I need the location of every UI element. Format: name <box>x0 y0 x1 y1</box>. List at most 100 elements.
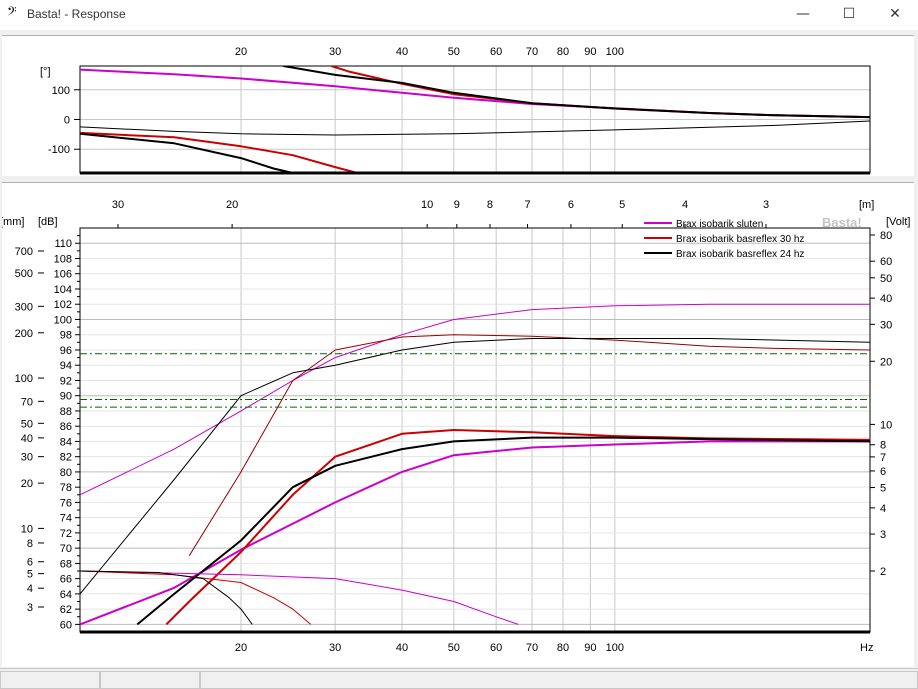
status-cell <box>100 671 200 689</box>
minimize-button[interactable]: — <box>796 6 810 22</box>
meter-tick-label: 8 <box>487 199 493 211</box>
volt-axis-label: [Volt] <box>886 216 910 228</box>
response-curve <box>80 570 519 625</box>
phase-x-tick-label: 90 <box>584 46 596 58</box>
volt-tick-label: 7 <box>880 452 886 464</box>
db-tick-label: 70 <box>60 543 72 555</box>
window-title: Basta! - Response <box>27 7 126 21</box>
db-tick-label: 78 <box>60 482 72 494</box>
phase-panel: 20 30 40 50 60 70 80 90 100 100 0 -100 [°] <box>2 35 914 176</box>
db-tick-label: 66 <box>60 574 72 586</box>
response-x-tick-label: 100 <box>606 642 624 654</box>
phase-x-tick-label: 30 <box>329 46 341 58</box>
bass-clef-icon: 𝄢 <box>7 4 17 22</box>
db-tick-label: 94 <box>60 360 72 372</box>
mm-tick-label: 6 <box>27 557 33 569</box>
phase-y-tick-label: 100 <box>52 85 70 97</box>
volt-tick-label: 40 <box>880 293 892 305</box>
db-tick-label: 60 <box>60 619 72 631</box>
db-tick-label: 106 <box>54 269 72 281</box>
meter-tick-label: 3 <box>763 199 769 211</box>
status-cell <box>200 671 918 689</box>
volt-tick-label: 60 <box>880 256 892 268</box>
legend-entry: Brax isobarik basreflex 30 hz <box>676 234 804 245</box>
phase-x-tick-label: 70 <box>526 46 538 58</box>
mm-tick-label: 70 <box>21 396 33 408</box>
close-button[interactable]: ✕ <box>889 6 901 22</box>
phase-y-tick-label: 0 <box>64 115 70 127</box>
mm-tick-label: 8 <box>27 538 33 550</box>
db-tick-label: 76 <box>60 497 72 509</box>
response-x-tick-label: 40 <box>396 642 408 654</box>
response-x-unit: Hz <box>860 642 873 654</box>
phase-curve <box>283 66 870 119</box>
db-tick-label: 102 <box>54 299 72 311</box>
mm-tick-label: 30 <box>21 452 33 464</box>
phase-curve <box>80 132 294 173</box>
mm-tick-label: 10 <box>21 523 33 535</box>
phase-x-tick-label: 40 <box>396 46 408 58</box>
volt-tick-label: 2 <box>880 566 886 578</box>
response-curve <box>80 570 312 625</box>
response-chart: 20 30 40 50 60 70 80 90 100 Hz1101081061041021009… <box>2 199 910 654</box>
mm-tick-label: 500 <box>15 268 33 280</box>
response-curve <box>80 570 253 625</box>
response-curve <box>188 334 870 557</box>
mm-tick-label: 4 <box>27 583 33 595</box>
phase-curve <box>331 66 870 119</box>
response-x-tick-label: 60 <box>490 642 502 654</box>
mm-axis-label: [mm] <box>2 216 24 228</box>
maximize-button[interactable]: ☐ <box>842 6 856 22</box>
legend-entry: Brax isobarik basreflex 24 hz <box>676 249 804 260</box>
meter-tick-label: 5 <box>619 199 625 211</box>
db-tick-label: 88 <box>60 406 72 418</box>
response-curve <box>165 429 870 626</box>
volt-tick-label: 50 <box>880 273 892 285</box>
volt-tick-label: 80 <box>880 230 892 242</box>
db-tick-label: 82 <box>60 452 72 464</box>
phase-y-axis-label: [°] <box>40 66 51 78</box>
volt-tick-label: 10 <box>880 419 892 431</box>
response-series-group <box>80 303 870 626</box>
response-curve <box>80 338 870 595</box>
mm-tick-label: 200 <box>15 328 33 340</box>
volt-tick-label: 4 <box>880 503 886 515</box>
client-area: 20 30 40 50 60 70 80 90 100 100 0 -100 [°] 20 30 40 50 6… <box>0 30 918 688</box>
db-tick-label: 92 <box>60 375 72 387</box>
phase-curve <box>80 120 870 136</box>
response-x-tick-label: 30 <box>329 642 341 654</box>
response-x-tick-label: 50 <box>448 642 460 654</box>
mm-tick-label: 100 <box>15 373 33 385</box>
response-curve <box>80 440 870 626</box>
mm-tick-label: 40 <box>21 433 33 445</box>
phase-x-tick-label: 20 <box>235 46 247 58</box>
response-x-tick-label: 80 <box>557 642 569 654</box>
phase-curve <box>80 131 358 173</box>
db-tick-label: 98 <box>60 330 72 342</box>
status-bar <box>0 668 918 689</box>
phase-series-group <box>80 66 870 173</box>
db-tick-label: 72 <box>60 528 72 540</box>
mm-tick-label: 700 <box>15 246 33 258</box>
db-tick-label: 80 <box>60 467 72 479</box>
phase-y-tick-label: -100 <box>48 144 70 156</box>
db-tick-label: 110 <box>54 238 72 250</box>
db-tick-label: 86 <box>60 421 72 433</box>
volt-tick-label: 6 <box>880 466 886 478</box>
response-x-tick-label: 90 <box>584 642 596 654</box>
db-tick-label: 62 <box>60 604 72 616</box>
db-tick-label: 100 <box>54 314 72 326</box>
volt-tick-label: 20 <box>880 356 892 368</box>
title-bar: 𝄢 Basta! - Response — ☐ ✕ <box>0 0 918 30</box>
db-tick-label: 108 <box>54 253 72 265</box>
meter-tick-label: 10 <box>421 199 433 211</box>
watermark: Basta! <box>822 215 862 230</box>
volt-tick-label: 30 <box>880 319 892 331</box>
volt-tick-label: 8 <box>880 440 886 452</box>
meter-tick-label: 9 <box>454 199 460 211</box>
volt-tick-label: 3 <box>880 529 886 541</box>
phase-curve <box>80 68 870 119</box>
phase-x-tick-label: 100 <box>606 46 624 58</box>
mm-tick-label: 50 <box>21 418 33 430</box>
meter-tick-label: 20 <box>226 199 238 211</box>
